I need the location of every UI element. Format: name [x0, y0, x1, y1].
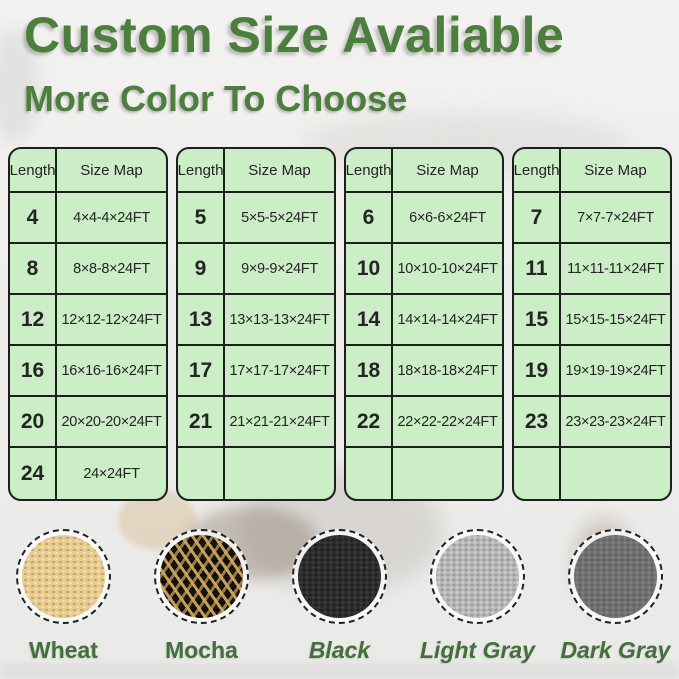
column-header-length: Length	[514, 149, 561, 193]
color-label-black: Black	[308, 637, 371, 663]
size-cell: 9×9-9×24FT	[225, 244, 334, 295]
length-cell-empty	[178, 448, 225, 499]
color-label-wheat: Wheat	[29, 637, 98, 663]
color-option-wheat: Wheat	[14, 529, 114, 664]
size-cell: 22×22-22×24FT	[393, 397, 502, 448]
length-cell: 15	[514, 295, 561, 346]
size-table-3: Length Size Map 6 6×6-6×24FT 10 10×10-10…	[344, 147, 504, 501]
length-cell: 22	[346, 397, 393, 448]
dark-gray-swatch-circle	[568, 529, 663, 624]
length-cell: 18	[346, 346, 393, 397]
length-cell: 21	[178, 397, 225, 448]
black-fabric-texture	[298, 535, 381, 618]
column-header-length: Length	[346, 149, 393, 193]
length-cell: 20	[10, 397, 57, 448]
light-gray-swatch-circle	[430, 529, 525, 624]
size-table-1: Length Size Map 4 4×4-4×24FT 8 8×8-8×24F…	[8, 147, 168, 501]
length-cell: 10	[346, 244, 393, 295]
size-cell-empty	[561, 448, 670, 499]
column-header-length: Length	[178, 149, 225, 193]
length-cell: 14	[346, 295, 393, 346]
size-table-4: Length Size Map 7 7×7-7×24FT 11 11×11-11…	[512, 147, 672, 501]
color-label-mocha: Mocha	[165, 637, 238, 663]
length-cell: 12	[10, 295, 57, 346]
size-cell: 18×18-18×24FT	[393, 346, 502, 397]
size-cell: 21×21-21×24FT	[225, 397, 334, 448]
size-cell: 23×23-23×24FT	[561, 397, 670, 448]
length-cell-empty	[346, 448, 393, 499]
color-option-mocha: Mocha	[152, 529, 252, 664]
size-cell: 17×17-17×24FT	[225, 346, 334, 397]
size-cell: 8×8-8×24FT	[57, 244, 166, 295]
length-cell: 24	[10, 448, 57, 499]
size-cell: 15×15-15×24FT	[561, 295, 670, 346]
mocha-swatch-circle	[154, 529, 249, 624]
length-cell: 23	[514, 397, 561, 448]
length-cell: 5	[178, 193, 225, 244]
wheat-swatch-circle	[16, 529, 111, 624]
size-table-2: Length Size Map 5 5×5-5×24FT 9 9×9-9×24F…	[176, 147, 336, 501]
dark-gray-fabric-texture	[574, 535, 657, 618]
size-cell-empty	[393, 448, 502, 499]
length-cell: 11	[514, 244, 561, 295]
color-label-dark-gray: Dark Gray	[560, 637, 671, 663]
length-cell: 4	[10, 193, 57, 244]
page-title: Custom Size Avaliable	[24, 7, 565, 63]
length-cell: 8	[10, 244, 57, 295]
size-cell: 5×5-5×24FT	[225, 193, 334, 244]
length-cell: 17	[178, 346, 225, 397]
column-header-sizemap: Size Map	[561, 149, 670, 193]
column-header-length: Length	[10, 149, 57, 193]
size-cell: 7×7-7×24FT	[561, 193, 670, 244]
length-cell: 6	[346, 193, 393, 244]
size-cell: 10×10-10×24FT	[393, 244, 502, 295]
size-cell: 12×12-12×24FT	[57, 295, 166, 346]
light-gray-fabric-texture	[436, 535, 519, 618]
size-cell: 20×20-20×24FT	[57, 397, 166, 448]
length-cell-empty	[514, 448, 561, 499]
page-subtitle: More Color To Choose	[24, 78, 408, 119]
size-cell: 13×13-13×24FT	[225, 295, 334, 346]
column-header-sizemap: Size Map	[393, 149, 502, 193]
color-option-light-gray: Light Gray	[420, 529, 535, 664]
size-cell: 6×6-6×24FT	[393, 193, 502, 244]
length-cell: 9	[178, 244, 225, 295]
size-cell: 11×11-11×24FT	[561, 244, 670, 295]
size-cell: 14×14-14×24FT	[393, 295, 502, 346]
size-cell: 19×19-19×24FT	[561, 346, 670, 397]
color-option-black: Black	[290, 529, 390, 664]
size-tables-row: Length Size Map 4 4×4-4×24FT 8 8×8-8×24F…	[8, 147, 672, 501]
color-swatches-row: Wheat Mocha Black Light Gray Dark Gray	[0, 529, 679, 664]
length-cell: 13	[178, 295, 225, 346]
color-option-dark-gray: Dark Gray	[561, 529, 670, 664]
background-ghost-shape	[0, 663, 679, 679]
size-cell: 4×4-4×24FT	[57, 193, 166, 244]
length-cell: 7	[514, 193, 561, 244]
column-header-sizemap: Size Map	[57, 149, 166, 193]
size-cell-empty	[225, 448, 334, 499]
color-label-light-gray: Light Gray	[420, 637, 536, 663]
mocha-fabric-texture	[160, 535, 243, 618]
black-swatch-circle	[292, 529, 387, 624]
length-cell: 19	[514, 346, 561, 397]
size-cell: 16×16-16×24FT	[57, 346, 166, 397]
column-header-sizemap: Size Map	[225, 149, 334, 193]
size-cell: 24×24FT	[83, 465, 140, 482]
wheat-fabric-texture	[22, 535, 105, 618]
length-cell: 16	[10, 346, 57, 397]
